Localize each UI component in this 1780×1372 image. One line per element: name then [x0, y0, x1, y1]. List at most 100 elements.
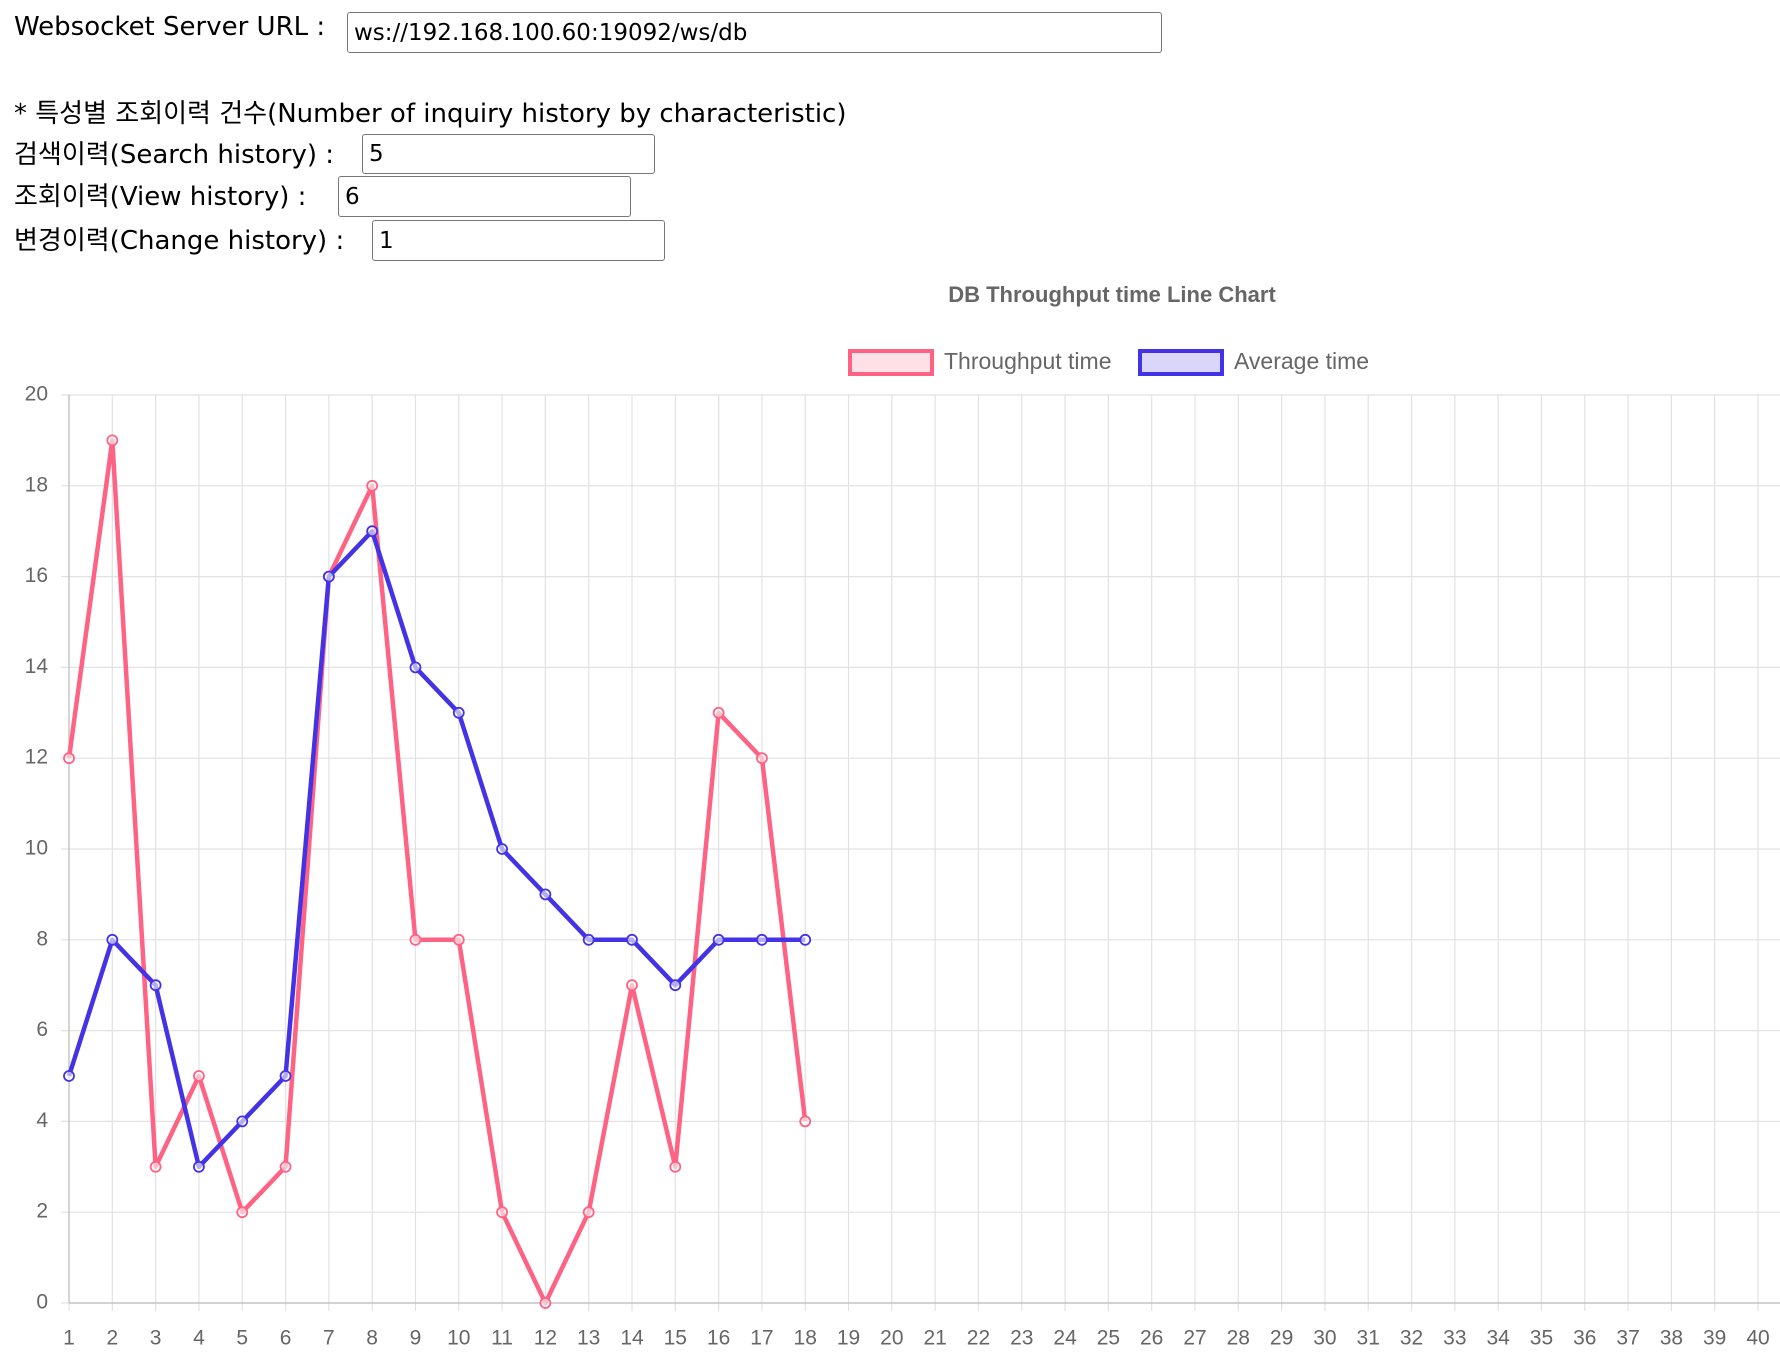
y-tick-label: 20	[25, 383, 48, 406]
data-point	[452, 706, 465, 719]
x-tick-label: 32	[1400, 1327, 1423, 1350]
series-line	[66, 438, 808, 1306]
y-tick-label: 0	[36, 1291, 48, 1314]
data-point	[149, 1160, 162, 1173]
data-point	[582, 933, 595, 946]
x-tick-label: 11	[491, 1327, 513, 1350]
x-tick-label: 10	[447, 1327, 470, 1350]
field-label: 조회이력(View history) :	[14, 182, 307, 212]
data-point	[626, 979, 638, 992]
data-point	[193, 1070, 205, 1082]
y-tick-label: 18	[25, 473, 48, 496]
x-tick-label: 29	[1270, 1327, 1293, 1350]
legend-label: Throughput time	[944, 348, 1111, 374]
x-tick-label: 35	[1530, 1327, 1553, 1350]
x-tick-label: 40	[1746, 1327, 1769, 1350]
x-tick-label: 1	[63, 1327, 75, 1350]
data-point	[63, 1070, 75, 1082]
y-tick-label: 2	[36, 1200, 48, 1223]
x-tick-label: 3	[150, 1327, 162, 1350]
data-point	[149, 979, 162, 992]
field-label: 검색이력(Search history) :	[14, 140, 335, 170]
x-tick-label: 4	[193, 1327, 205, 1350]
data-point	[626, 933, 638, 946]
x-tick-label: 20	[880, 1327, 903, 1350]
legend-swatch	[848, 349, 934, 376]
data-point	[366, 525, 379, 538]
y-tick-label: 16	[25, 564, 48, 587]
x-tick-label: 7	[323, 1327, 335, 1350]
x-tick-label: 2	[106, 1327, 118, 1350]
x-tick-label: 23	[1010, 1327, 1033, 1350]
x-tick-label: 37	[1616, 1327, 1639, 1350]
x-tick-label: 21	[923, 1327, 946, 1350]
x-tick-label: 38	[1660, 1327, 1683, 1350]
data-point	[236, 1206, 249, 1219]
data-point	[236, 1115, 249, 1128]
data-point	[669, 1160, 682, 1173]
x-tick-label: 13	[577, 1327, 600, 1350]
x-tick-label: 26	[1140, 1327, 1163, 1350]
data-point	[712, 933, 725, 946]
x-tick-label: 31	[1357, 1327, 1380, 1350]
data-point	[106, 933, 119, 946]
data-point	[712, 706, 725, 719]
data-point	[669, 979, 682, 992]
x-tick-label: 30	[1313, 1327, 1336, 1350]
data-point	[539, 1297, 552, 1309]
data-point	[582, 1206, 595, 1219]
field-input[interactable]: 1	[372, 220, 665, 261]
x-tick-label: 34	[1486, 1327, 1510, 1350]
data-point	[409, 933, 422, 946]
x-tick-label: 16	[707, 1327, 730, 1350]
data-point	[496, 843, 508, 855]
x-tick-label: 19	[837, 1327, 860, 1350]
url-input[interactable]: ws://192.168.100.60:19092/ws/db	[347, 12, 1162, 53]
data-point	[496, 1206, 508, 1219]
data-point	[193, 1160, 205, 1173]
heading: * 특성별 조회이력 건수(Number of inquiry history …	[14, 99, 847, 129]
x-tick-label: 8	[366, 1327, 378, 1350]
data-point	[756, 933, 768, 946]
x-tick-label: 12	[534, 1327, 557, 1350]
url-label: Websocket Server URL :	[14, 12, 326, 42]
data-point	[279, 1070, 292, 1082]
data-point	[799, 1115, 812, 1128]
x-tick-label: 27	[1183, 1327, 1206, 1350]
data-point	[63, 752, 75, 765]
data-point	[366, 479, 379, 492]
y-tick-label: 14	[25, 655, 49, 678]
x-tick-label: 14	[620, 1327, 644, 1350]
y-tick-label: 4	[36, 1109, 48, 1132]
data-point	[106, 434, 119, 447]
data-point	[452, 933, 465, 946]
x-tick-label: 6	[280, 1327, 292, 1350]
x-tick-label: 33	[1443, 1327, 1466, 1350]
x-tick-label: 22	[967, 1327, 990, 1350]
data-point	[539, 888, 552, 901]
data-point	[322, 570, 335, 583]
x-tick-label: 17	[750, 1327, 773, 1350]
data-point	[279, 1160, 292, 1173]
x-tick-label: 36	[1573, 1327, 1596, 1350]
chart-title: DB Throughput time Line Chart	[948, 282, 1276, 307]
x-tick-label: 15	[664, 1327, 687, 1350]
legend-label: Average time	[1234, 348, 1369, 374]
legend-swatch	[1138, 349, 1224, 376]
field-label: 변경이력(Change history) :	[14, 226, 345, 256]
y-tick-label: 8	[36, 927, 48, 950]
x-tick-label: 5	[236, 1327, 248, 1350]
x-tick-label: 28	[1227, 1327, 1250, 1350]
field-input[interactable]: 6	[338, 176, 631, 217]
x-tick-label: 18	[794, 1327, 817, 1350]
x-tick-label: 9	[410, 1327, 422, 1350]
x-tick-label: 39	[1703, 1327, 1726, 1350]
y-tick-label: 12	[25, 746, 48, 769]
x-tick-label: 25	[1097, 1327, 1120, 1350]
field-input[interactable]: 5	[362, 134, 655, 174]
y-tick-label: 10	[25, 837, 48, 860]
data-point	[799, 933, 812, 946]
series-line	[66, 528, 806, 1170]
